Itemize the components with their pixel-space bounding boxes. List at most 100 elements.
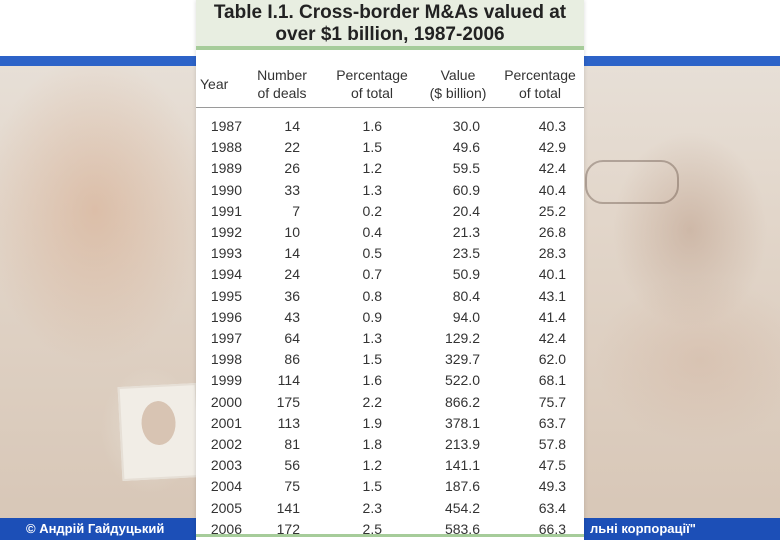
cell-pct-deals: 1.2 — [362, 160, 382, 177]
table-row: 1991 7 0.2 20.4 25.2 — [196, 201, 584, 222]
cell-pct-deals: 1.2 — [362, 457, 382, 474]
cell-deals: 113 — [277, 414, 300, 431]
cell-deals: 33 — [284, 181, 300, 198]
cell-pct-deals: 1.3 — [362, 181, 382, 198]
cell-year: 2004 — [210, 478, 242, 495]
cell-pct-value: 47.5 — [538, 457, 566, 474]
cell-value: 378.1 — [444, 414, 480, 431]
table-row: 2004 75 1.5 187.6 49.3 — [196, 476, 584, 497]
header-number-of-deals-line2: of deals — [257, 85, 307, 101]
table-row: 1997 64 1.3 129.2 42.4 — [196, 328, 584, 349]
cell-pct-value: 57.8 — [538, 436, 566, 452]
cell-pct-deals: 1.6 — [362, 372, 382, 389]
table-row: 1990 33 1.3 60.9 40.4 — [196, 180, 584, 201]
cell-deals: 141 — [276, 499, 300, 516]
cell-value: 30.0 — [452, 118, 480, 134]
header-percentage-value: Percentage of total — [496, 66, 584, 102]
cell-value: 50.9 — [452, 266, 480, 283]
cell-pct-value: 40.3 — [538, 118, 566, 134]
table-row: 1989 26 1.2 59.5 42.4 — [196, 158, 584, 179]
header-percentage-deals: Percentage of total — [326, 66, 418, 102]
cell-pct-deals: 2.5 — [362, 520, 382, 537]
cell-pct-deals: 2.2 — [362, 393, 382, 410]
cell-pct-deals: 1.6 — [362, 118, 382, 134]
table-title-line2: over $1 billion, 1987-2006 — [275, 24, 505, 45]
cell-pct-deals: 1.9 — [362, 414, 382, 431]
table-row: 2001 113 1.9 378.1 63.7 — [196, 413, 584, 434]
cell-pct-deals: 1.5 — [362, 351, 382, 368]
cell-pct-value: 40.4 — [538, 181, 566, 198]
photo-face — [140, 400, 177, 446]
cell-value: 329.7 — [444, 351, 480, 368]
table-title-line1: Table I.1. Cross-border M&As valued at — [213, 2, 567, 23]
table-row: 1987 14 1.6 30.0 40.3 — [196, 116, 584, 137]
table-row: 2003 56 1.2 141.1 47.5 — [196, 455, 584, 476]
cell-pct-value: 63.7 — [538, 414, 566, 431]
table-bottom-rule — [196, 534, 584, 537]
cell-pct-value: 28.3 — [538, 245, 566, 262]
cell-pct-value: 42.4 — [538, 160, 566, 177]
cell-pct-value: 49.3 — [538, 478, 566, 495]
header-value-line2: ($ billion) — [429, 85, 487, 101]
cell-deals: 26 — [284, 160, 300, 177]
table-row: 1992 10 0.4 21.3 26.8 — [196, 222, 584, 243]
cell-pct-value: 42.4 — [538, 330, 566, 346]
cell-pct-value: 40.1 — [538, 266, 566, 283]
cell-value: 866.2 — [444, 393, 480, 410]
cell-year: 1995 — [210, 287, 242, 304]
cell-pct-deals: 1.3 — [362, 330, 382, 346]
cell-deals: 81 — [284, 436, 300, 452]
cell-value: 59.5 — [452, 160, 480, 177]
table-row: 1988 22 1.5 49.6 42.9 — [196, 137, 584, 158]
cell-year: 1999 — [210, 372, 242, 389]
cell-year: 2002 — [210, 436, 242, 452]
table-row: 1993 14 0.5 23.5 28.3 — [196, 243, 584, 264]
cell-pct-deals: 0.7 — [362, 266, 382, 283]
cell-deals: 172 — [276, 520, 300, 537]
header-number-of-deals-line1: Number — [257, 67, 307, 83]
cell-pct-value: 26.8 — [538, 224, 566, 240]
cell-pct-deals: 1.8 — [362, 436, 382, 452]
background-glasses — [585, 160, 679, 204]
header-percentage-deals-line2: of total — [350, 85, 394, 101]
cell-deals: 64 — [284, 330, 300, 346]
cell-deals: 75 — [284, 478, 300, 495]
cell-deals: 14 — [284, 245, 300, 262]
table-row: 1994 24 0.7 50.9 40.1 — [196, 264, 584, 285]
table-row: 2005 141 2.3 454.2 63.4 — [196, 498, 584, 519]
cell-pct-deals: 0.2 — [362, 202, 382, 219]
cell-pct-deals: 0.5 — [362, 245, 382, 262]
header-percentage-deals-line1: Percentage — [336, 67, 408, 83]
cell-value: 129.2 — [444, 330, 480, 346]
cell-year: 1996 — [210, 308, 242, 325]
cell-value: 80.4 — [452, 287, 480, 304]
cell-year: 1992 — [210, 224, 242, 240]
cell-value: 20.4 — [452, 202, 480, 219]
cell-pct-value: 68.1 — [538, 372, 566, 389]
cell-pct-deals: 0.8 — [362, 287, 382, 304]
cell-pct-value: 66.3 — [538, 520, 566, 537]
cell-year: 1997 — [210, 330, 242, 346]
cell-value: 94.0 — [452, 308, 480, 325]
cell-value: 583.6 — [444, 520, 480, 537]
cell-year: 1994 — [210, 266, 242, 283]
cell-year: 1998 — [210, 351, 242, 368]
cell-year: 2005 — [210, 499, 242, 516]
footer-author: © Андрій Гайдуцький — [26, 521, 165, 536]
cell-value: 522.0 — [444, 372, 480, 389]
cell-deals: 43 — [284, 308, 300, 325]
cell-year: 2006 — [210, 520, 242, 537]
cell-value: 454.2 — [444, 499, 480, 516]
cell-year: 1991 — [210, 202, 242, 219]
header-value-line1: Value — [440, 67, 476, 83]
cell-year: 1993 — [210, 245, 242, 262]
table-row: 1995 36 0.8 80.4 43.1 — [196, 286, 584, 307]
cell-pct-deals: 2.3 — [362, 499, 382, 516]
table-header: Year Number of deals Percentage of total… — [196, 66, 584, 102]
cell-pct-deals: 0.4 — [362, 224, 382, 240]
cell-pct-value: 43.1 — [538, 287, 566, 304]
cell-year: 2001 — [210, 414, 242, 431]
cell-deals: 36 — [284, 287, 300, 304]
cell-year: 1988 — [210, 139, 242, 156]
footer-course-title: льні корпорації" — [590, 521, 696, 536]
